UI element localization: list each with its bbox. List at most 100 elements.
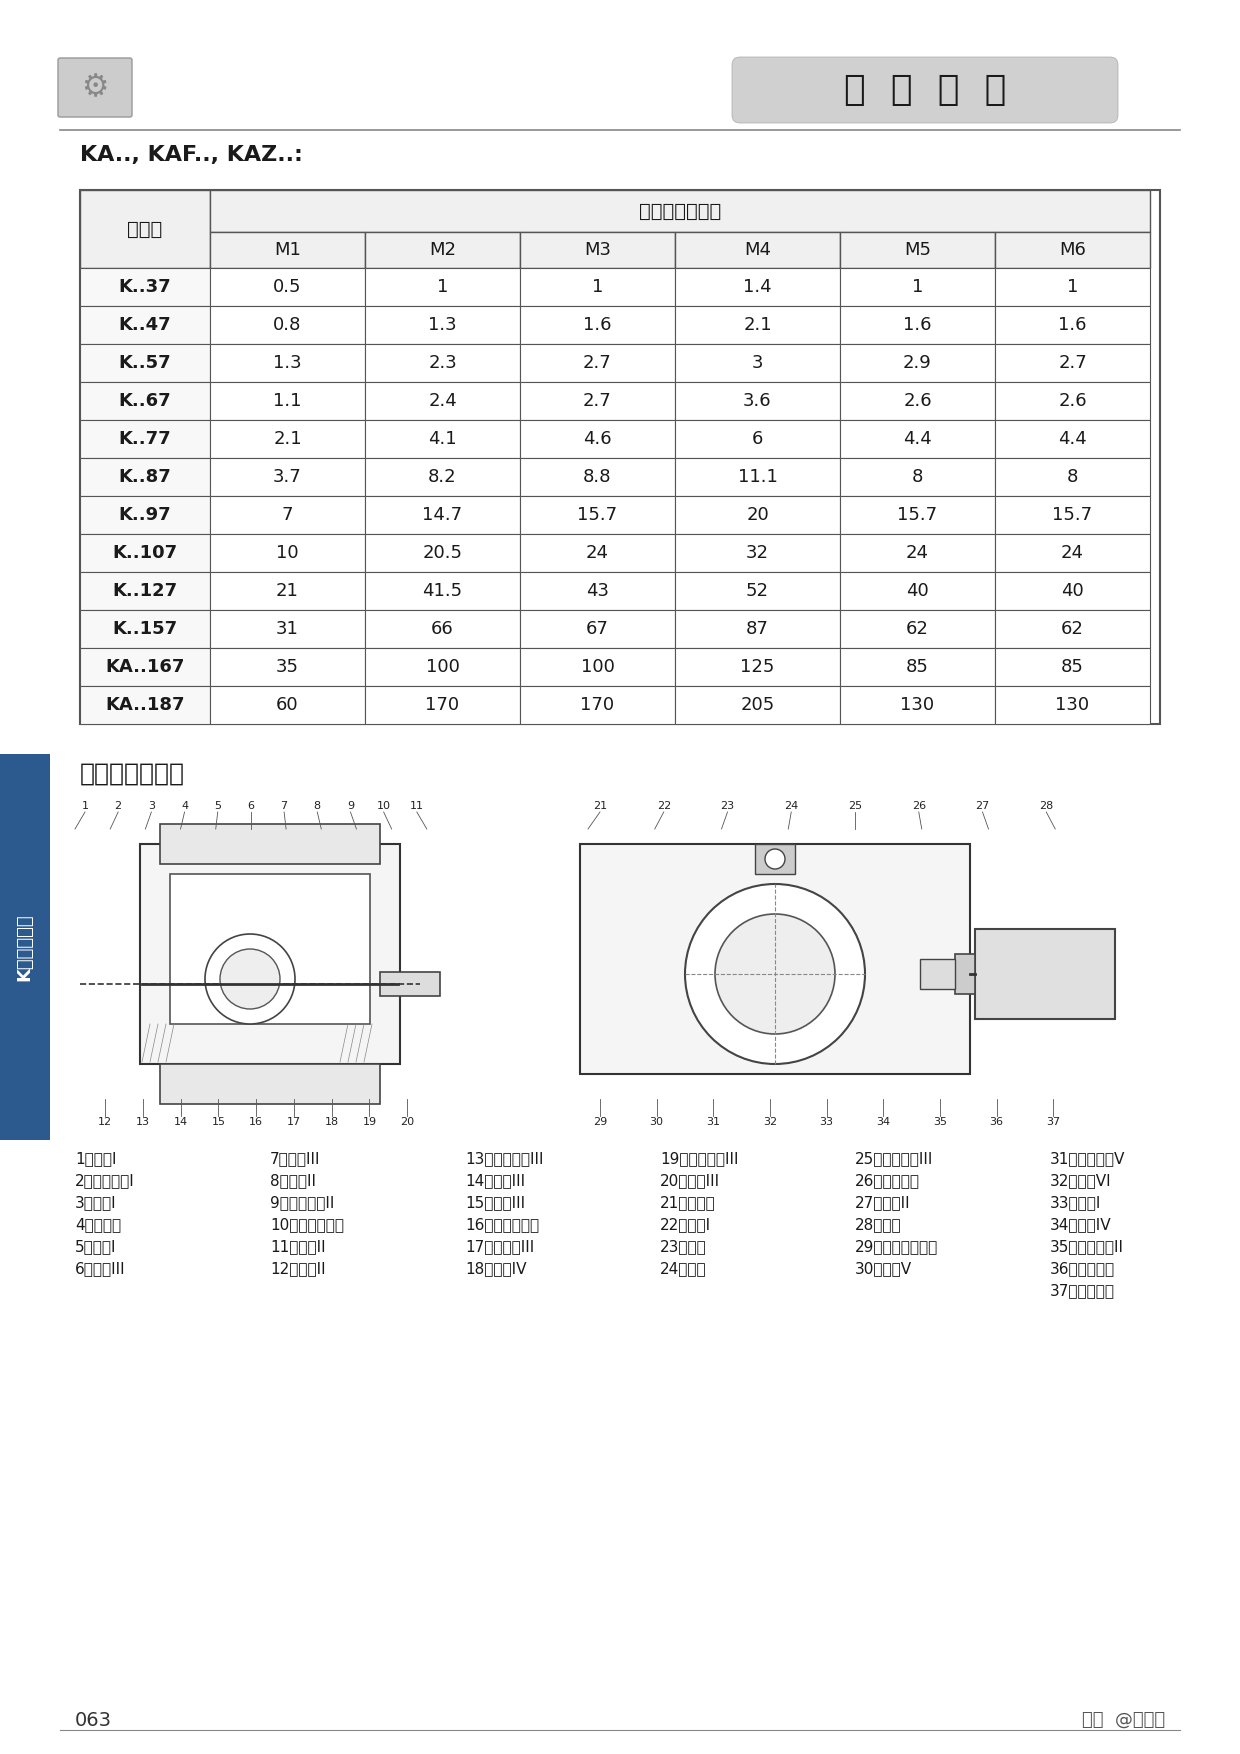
- Text: 170: 170: [425, 696, 460, 714]
- Text: K..57: K..57: [119, 354, 171, 372]
- Text: 27、螺栓II: 27、螺栓II: [856, 1196, 910, 1210]
- Bar: [81, 268, 210, 305]
- Bar: [839, 686, 994, 724]
- Bar: [675, 232, 839, 268]
- Text: 7: 7: [281, 505, 293, 524]
- Text: 62: 62: [1061, 619, 1084, 638]
- Text: 34、平键IV: 34、平键IV: [1050, 1217, 1111, 1233]
- Circle shape: [715, 914, 835, 1035]
- Text: 4.6: 4.6: [583, 430, 611, 447]
- Text: 24、箱体: 24、箱体: [660, 1261, 707, 1277]
- Text: 36: 36: [990, 1117, 1003, 1128]
- Text: 3: 3: [148, 802, 155, 810]
- Text: 1.1: 1.1: [273, 391, 301, 410]
- Bar: [975, 930, 1115, 1019]
- Bar: [81, 382, 210, 419]
- Text: 33: 33: [820, 1117, 833, 1128]
- Text: 25、轴用挡圈III: 25、轴用挡圈III: [856, 1151, 934, 1166]
- Text: 23: 23: [720, 802, 734, 810]
- Text: 19、孔用挡圈III: 19、孔用挡圈III: [660, 1151, 739, 1166]
- Text: 24: 24: [587, 544, 609, 561]
- Text: 10、输出轴油封: 10、输出轴油封: [270, 1217, 343, 1233]
- Bar: [520, 686, 675, 724]
- Text: 2: 2: [114, 802, 122, 810]
- Text: 30: 30: [650, 1117, 663, 1128]
- Bar: [520, 382, 675, 419]
- Text: 产品结构示意图: 产品结构示意图: [81, 761, 185, 786]
- Text: 1、封盖I: 1、封盖I: [74, 1151, 117, 1166]
- Text: 16、弧齿锥齿轮: 16、弧齿锥齿轮: [465, 1217, 539, 1233]
- Bar: [675, 610, 839, 647]
- Bar: [81, 610, 210, 647]
- Text: 35: 35: [932, 1117, 947, 1128]
- Bar: [365, 382, 520, 419]
- Text: 2.4: 2.4: [428, 391, 456, 410]
- Bar: [520, 458, 675, 496]
- Text: 21、通气帽: 21、通气帽: [660, 1196, 715, 1210]
- Text: 选  型  指  南: 选 型 指 南: [844, 74, 1006, 107]
- Bar: [210, 305, 365, 344]
- Text: 8.8: 8.8: [583, 468, 611, 486]
- Text: K..47: K..47: [119, 316, 171, 333]
- Bar: [839, 610, 994, 647]
- Bar: [520, 647, 675, 686]
- Text: M6: M6: [1059, 240, 1086, 260]
- Text: 4: 4: [181, 802, 188, 810]
- Text: 11、平键II: 11、平键II: [270, 1240, 326, 1254]
- Text: 4.1: 4.1: [428, 430, 456, 447]
- Bar: [675, 496, 839, 533]
- Bar: [675, 419, 839, 458]
- Text: 32: 32: [763, 1117, 777, 1128]
- Bar: [839, 344, 994, 382]
- Text: 31: 31: [277, 619, 299, 638]
- Text: 0.8: 0.8: [273, 316, 301, 333]
- Text: 35、轴用挡圈II: 35、轴用挡圈II: [1050, 1240, 1123, 1254]
- Text: 2.7: 2.7: [1058, 354, 1087, 372]
- Circle shape: [219, 949, 280, 1009]
- Text: 26、输入齿轮: 26、输入齿轮: [856, 1173, 920, 1189]
- Text: 10: 10: [277, 544, 299, 561]
- Bar: [520, 533, 675, 572]
- Text: 1.6: 1.6: [1058, 316, 1086, 333]
- Bar: [675, 686, 839, 724]
- FancyBboxPatch shape: [732, 56, 1118, 123]
- Bar: [81, 686, 210, 724]
- Text: K..77: K..77: [119, 430, 171, 447]
- Text: 1.6: 1.6: [583, 316, 611, 333]
- Circle shape: [205, 933, 295, 1024]
- Bar: [81, 458, 210, 496]
- Bar: [81, 344, 210, 382]
- Bar: [994, 533, 1149, 572]
- Text: 11: 11: [409, 802, 424, 810]
- Text: 15.7: 15.7: [1053, 505, 1092, 524]
- Text: M4: M4: [744, 240, 771, 260]
- Text: 205: 205: [740, 696, 775, 714]
- Text: 30、轴承V: 30、轴承V: [856, 1261, 913, 1277]
- Bar: [520, 572, 675, 610]
- Text: 32、轴承VI: 32、轴承VI: [1050, 1173, 1111, 1189]
- Text: 33、齿轮I: 33、齿轮I: [1050, 1196, 1101, 1210]
- Text: 3.6: 3.6: [743, 391, 771, 410]
- Bar: [365, 496, 520, 533]
- Text: 170: 170: [580, 696, 615, 714]
- Text: 28: 28: [1039, 802, 1053, 810]
- Bar: [365, 458, 520, 496]
- Bar: [81, 305, 210, 344]
- Bar: [839, 232, 994, 268]
- Text: 20: 20: [401, 1117, 414, 1128]
- Bar: [520, 305, 675, 344]
- Text: M3: M3: [584, 240, 611, 260]
- Text: K..67: K..67: [119, 391, 171, 410]
- Text: K系列减速器: K系列减速器: [16, 914, 33, 980]
- Bar: [994, 572, 1149, 610]
- Text: K..97: K..97: [119, 505, 171, 524]
- Text: M1: M1: [274, 240, 301, 260]
- Bar: [170, 873, 370, 1024]
- Bar: [379, 972, 440, 996]
- Text: 25: 25: [848, 802, 862, 810]
- Bar: [994, 686, 1149, 724]
- Text: 7、轴套III: 7、轴套III: [270, 1151, 320, 1166]
- Bar: [839, 496, 994, 533]
- Text: 18、轴承IV: 18、轴承IV: [465, 1261, 527, 1277]
- Text: 2.3: 2.3: [428, 354, 456, 372]
